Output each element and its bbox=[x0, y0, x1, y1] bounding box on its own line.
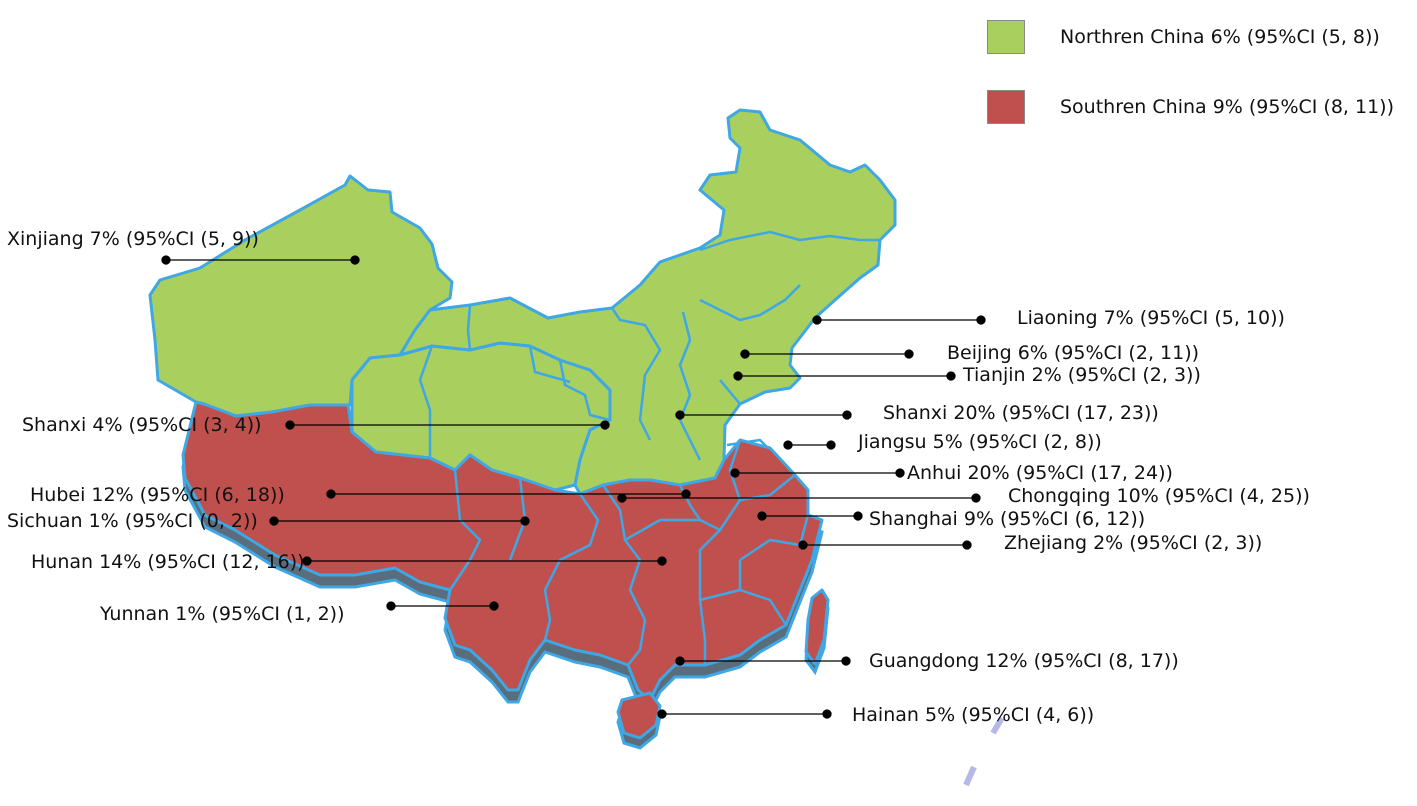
leader-shanghai bbox=[757, 511, 863, 521]
leader-lines bbox=[161, 255, 986, 719]
label-shanxi-north: Shanxi 20% (95%CI (17, 23)) bbox=[883, 402, 1159, 424]
legend-swatch-south bbox=[987, 90, 1025, 124]
label-hubei: Hubei 12% (95%CI (6, 18)) bbox=[30, 484, 285, 506]
leader-hunan bbox=[302, 556, 667, 566]
leader-hainan bbox=[657, 709, 832, 719]
legend-southern-china: Southren China 9% (95%CI (8, 11)) bbox=[987, 90, 1394, 124]
label-hunan: Hunan 14% (95%CI (12, 16)) bbox=[31, 551, 305, 573]
label-chongqing: Chongqing 10% (95%CI (4, 25)) bbox=[1008, 485, 1310, 507]
leader-guangdong bbox=[675, 656, 851, 666]
label-yunnan: Yunnan 1% (95%CI (1, 2)) bbox=[100, 603, 345, 625]
leader-tianjin bbox=[733, 371, 956, 381]
northern-china-region bbox=[148, 108, 897, 496]
leader-chongqing bbox=[617, 493, 981, 503]
leader-beijing bbox=[740, 349, 914, 359]
leader-shanxi-north bbox=[675, 410, 852, 420]
leader-xinjiang bbox=[161, 255, 360, 265]
label-sichuan: Sichuan 1% (95%CI (0, 2)) bbox=[7, 510, 258, 532]
label-hainan: Hainan 5% (95%CI (4, 6)) bbox=[852, 704, 1095, 726]
label-liaoning: Liaoning 7% (95%CI (5, 10)) bbox=[1017, 307, 1285, 329]
leader-zhejiang bbox=[798, 540, 972, 550]
legend-label-south: Southren China 9% (95%CI (8, 11)) bbox=[1060, 96, 1395, 118]
legend-label-north: Northren China 6% (95%CI (5, 8)) bbox=[1060, 26, 1380, 48]
label-jiangsu: Jiangsu 5% (95%CI (2, 8)) bbox=[858, 431, 1102, 453]
leader-jiangsu bbox=[783, 440, 836, 450]
legend-swatch-north bbox=[987, 20, 1025, 54]
label-xinjiang: Xinjiang 7% (95%CI (5, 9)) bbox=[7, 228, 259, 250]
label-guangdong: Guangdong 12% (95%CI (8, 17)) bbox=[869, 650, 1179, 672]
stray-marks bbox=[963, 716, 1005, 787]
label-tianjin: Tianjin 2% (95%CI (2, 3)) bbox=[963, 364, 1201, 386]
label-zhejiang: Zhejiang 2% (95%CI (2, 3)) bbox=[1004, 532, 1263, 554]
leader-shanxi-west bbox=[285, 420, 610, 430]
southern-china-region bbox=[181, 400, 830, 740]
label-shanxi-west: Shanxi 4% (95%CI (3, 4)) bbox=[22, 414, 262, 436]
leader-yunnan bbox=[386, 601, 499, 611]
leader-anhui bbox=[730, 468, 905, 478]
legend-northern-china: Northren China 6% (95%CI (5, 8)) bbox=[987, 20, 1380, 54]
label-shanghai: Shanghai 9% (95%CI (6, 12)) bbox=[869, 508, 1146, 530]
leader-hubei bbox=[326, 489, 691, 499]
leader-liaoning bbox=[812, 315, 986, 325]
label-beijing: Beijing 6% (95%CI (2, 11)) bbox=[947, 342, 1200, 364]
leader-sichuan bbox=[269, 516, 530, 526]
label-anhui: Anhui 20% (95%CI (17, 24)) bbox=[907, 462, 1173, 484]
